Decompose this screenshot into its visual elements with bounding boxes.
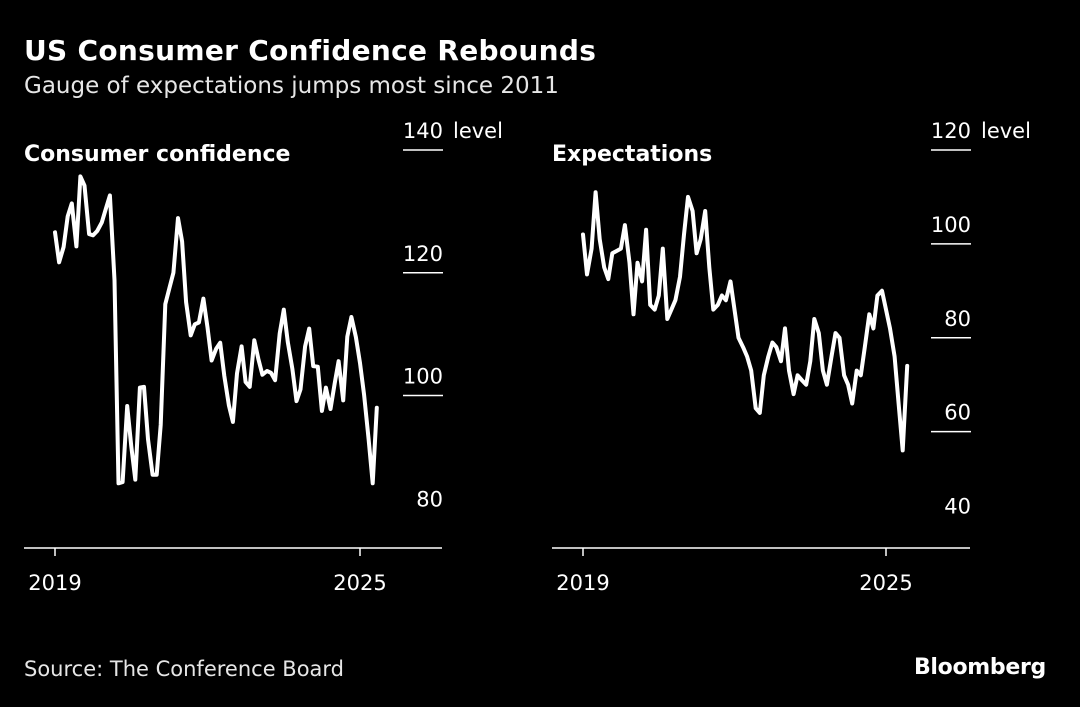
bloomberg-logo: Bloomberg xyxy=(913,655,1046,680)
expectations-y-tick-label: 100 xyxy=(931,213,971,237)
expectations-y-tick-label: 120 xyxy=(931,119,971,143)
expectations-series-line xyxy=(581,190,910,453)
confidence-x-tick-label: 2025 xyxy=(333,571,386,595)
confidence-y-tick-label: 100 xyxy=(403,365,443,389)
expectations-x-tick-label: 2025 xyxy=(859,571,912,595)
confidence-y-tick-label: 80 xyxy=(416,487,443,511)
expectations-y-tick-label: 60 xyxy=(944,401,971,425)
confidence-y-tick-label: 120 xyxy=(403,242,443,266)
expectations-y-tick-label: 80 xyxy=(944,307,971,331)
confidence-series-line xyxy=(53,174,379,486)
chart-subtitle: Gauge of expectations jumps most since 2… xyxy=(24,73,559,99)
expectations-unit-label: level xyxy=(981,119,1031,143)
panel-title-consumer-confidence: Consumer confidence xyxy=(24,142,291,167)
chart-title: US Consumer Confidence Rebounds xyxy=(24,34,597,67)
confidence-unit-label: level xyxy=(453,119,503,143)
panel-title-expectations: Expectations xyxy=(552,142,713,167)
confidence-x-tick-label: 2019 xyxy=(28,571,81,595)
source-note: Source: The Conference Board xyxy=(24,657,345,681)
confidence-y-tick-label: 140 xyxy=(403,119,443,143)
expectations-y-tick-label: 40 xyxy=(944,495,971,519)
expectations-x-tick-label: 2019 xyxy=(556,571,609,595)
